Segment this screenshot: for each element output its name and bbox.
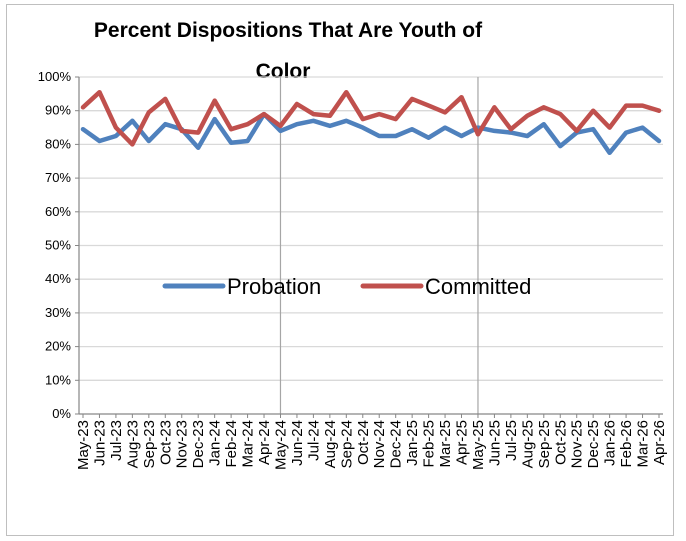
chart-canvas: Percent Dispositions That Are Youth of C… (38, 19, 668, 470)
y-tick-label-5: 50% (45, 238, 71, 253)
x-tick-label-32: Jan-26 (602, 420, 619, 466)
x-tick-label-23: Apr-25 (454, 420, 471, 465)
series-line-probation (80, 111, 662, 156)
x-tick-label-13: Jun-24 (289, 420, 306, 466)
legend-label-probation: Probation (227, 274, 321, 299)
x-tick-label-8: Jan-24 (207, 420, 224, 466)
x-tick-label-19: Dec-24 (388, 420, 405, 468)
x-tick-label-11: Apr-24 (256, 420, 273, 465)
y-tick-label-8: 80% (45, 136, 71, 151)
legend: Probation Committed (162, 274, 531, 299)
x-tick-label-14: Jul-24 (305, 420, 322, 461)
x-tick-label-22: Mar-25 (437, 420, 454, 468)
x-tick-label-17: Oct-24 (355, 420, 372, 465)
x-tick-label-16: Sep-24 (338, 420, 355, 468)
x-tick-label-35: Apr-26 (651, 420, 668, 465)
chart-title-line-1: Percent Dispositions That Are Youth of (94, 19, 483, 42)
x-tick-label-3: Aug-23 (124, 420, 141, 468)
x-tick-label-7: Dec-23 (190, 420, 207, 468)
chart-frame: Percent Dispositions That Are Youth of C… (6, 4, 674, 536)
x-tick-label-6: Nov-23 (174, 420, 191, 468)
x-tick-label-2: Jul-23 (108, 420, 125, 461)
x-tick-label-12: May-24 (272, 420, 289, 470)
y-tick-label-4: 40% (45, 271, 71, 286)
x-tick-label-15: Aug-24 (322, 420, 339, 468)
x-tick-label-31: Dec-25 (585, 420, 602, 468)
x-tick-label-0: May-23 (75, 420, 92, 470)
y-tick-label-3: 30% (45, 305, 71, 320)
y-tick-label-0: 0% (52, 406, 71, 421)
x-tick-label-9: Feb-24 (223, 420, 240, 468)
x-tick-label-21: Feb-25 (421, 420, 438, 468)
x-tick-label-25: Jun-25 (486, 420, 503, 466)
x-tick-label-18: Nov-24 (371, 420, 388, 468)
x-tick-label-24: May-25 (470, 420, 487, 470)
y-tick-label-9: 90% (45, 103, 71, 118)
axes: 0%10%20%30%40%50%60%70%80%90%100%May-23 J… (38, 69, 668, 470)
x-tick-label-10: Mar-24 (240, 420, 257, 468)
x-tick-label-26: Jul-25 (503, 420, 520, 461)
x-tick-label-5: Oct-23 (157, 420, 174, 465)
x-tick-label-4: Sep-23 (141, 420, 158, 468)
chart-title-line-2: Color (256, 60, 311, 83)
x-tick-label-34: Mar-26 (635, 420, 652, 468)
x-tick-label-1: Jun-23 (91, 420, 108, 466)
x-tick-label-33: Feb-26 (618, 420, 635, 468)
y-tick-label-1: 10% (45, 372, 71, 387)
series-lines (80, 89, 662, 156)
y-tick-label-6: 60% (45, 204, 71, 219)
y-tick-label-2: 20% (45, 339, 71, 354)
x-tick-label-30: Nov-25 (569, 420, 586, 468)
legend-label-committed: Committed (425, 274, 531, 299)
y-tick-label-10: 100% (38, 69, 72, 84)
x-tick-label-27: Aug-25 (519, 420, 536, 468)
x-tick-label-29: Oct-25 (552, 420, 569, 465)
x-tick-label-28: Sep-25 (536, 420, 553, 468)
series-line-committed (80, 89, 662, 147)
x-tick-label-20: Jan-25 (404, 420, 421, 466)
y-tick-label-7: 70% (45, 170, 71, 185)
